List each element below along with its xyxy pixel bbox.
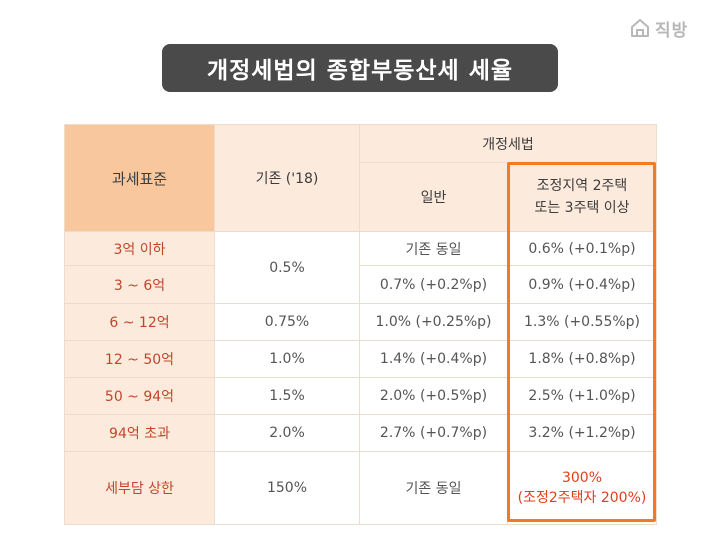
table-row: 94억 초과 2.0% 2.7% (+0.7%p) 3.2% (+1.2%p) xyxy=(64,414,657,452)
row-general: 2.7% (+0.7%p) xyxy=(359,414,508,452)
row-existing: 0.75% xyxy=(214,303,360,341)
row-adjusted: 2.5% (+1.0%p) xyxy=(507,377,657,415)
header-row-1: 과세표준 기존 ('18) 개정세법 xyxy=(64,124,657,232)
row-adjusted: 0.6% (+0.1%p) xyxy=(507,231,657,266)
row-general: 2.0% (+0.5%p) xyxy=(359,377,508,415)
row-bracket: 3 ~ 6억 xyxy=(64,265,215,304)
page-title: 개정세법의 종합부동산세 세율 xyxy=(206,58,514,84)
row-bracket: 3억 이하 xyxy=(64,231,215,266)
row-existing: 1.5% xyxy=(214,377,360,415)
header-adjusted-line1: 조정지역 2주택 xyxy=(536,178,628,194)
row-adjusted: 3.2% (+1.2%p) xyxy=(507,414,657,452)
row-existing: 2.0% xyxy=(214,414,360,452)
row-adjusted: 0.9% (+0.4%p) xyxy=(507,265,657,304)
row-adjusted: 300% (조정2주택자 200%) xyxy=(507,451,657,525)
row-general: 기존 동일 xyxy=(359,451,508,525)
table-row: 6 ~ 12억 0.75% 1.0% (+0.25%p) 1.3% (+0.55… xyxy=(64,303,657,341)
row-general: 1.4% (+0.4%p) xyxy=(359,340,508,378)
header-adjusted-line2: 또는 3주택 이상 xyxy=(534,200,630,216)
header-adjusted: 조정지역 2주택 또는 3주택 이상 xyxy=(507,162,657,232)
brand-name: 직방 xyxy=(655,20,689,41)
row-bracket: 세부담 상한 xyxy=(64,451,215,525)
table-row-cap: 세부담 상한 150% 기존 동일 300% (조정2주택자 200%) xyxy=(64,451,657,525)
tax-rate-table: 과세표준 기존 ('18) 개정세법 일반 조정지역 2주택 또는 3주택 이상… xyxy=(64,124,657,525)
cap-adjusted-line1: 300% xyxy=(561,470,603,486)
row-adjusted: 1.3% (+0.55%p) xyxy=(507,303,657,341)
table-row: 3억 이하 0.5% 기존 동일 0.6% (+0.1%p) xyxy=(64,231,657,304)
row-existing: 0.5% xyxy=(214,231,360,304)
table-row: 12 ~ 50억 1.0% 1.4% (+0.4%p) 1.8% (+0.8%p… xyxy=(64,340,657,378)
header-row-2: 일반 조정지역 2주택 또는 3주택 이상 xyxy=(65,162,657,232)
header-tax-base: 과세표준 xyxy=(64,124,215,232)
header-revised-group: 개정세법 xyxy=(359,124,657,163)
row-general: 기존 동일 xyxy=(359,231,508,266)
row-adjusted: 1.8% (+0.8%p) xyxy=(507,340,657,378)
row-existing: 1.0% xyxy=(214,340,360,378)
row-bracket: 50 ~ 94억 xyxy=(64,377,215,415)
header-existing: 기존 ('18) xyxy=(214,124,360,232)
row-existing: 150% xyxy=(214,451,360,525)
row-general: 1.0% (+0.25%p) xyxy=(359,303,508,341)
row-general: 0.7% (+0.2%p) xyxy=(359,265,508,304)
cap-adjusted-line2: (조정2주택자 200%) xyxy=(517,490,647,506)
header-general: 일반 xyxy=(359,162,508,232)
title-banner: 개정세법의 종합부동산세 세율 xyxy=(162,44,558,92)
row-bracket: 12 ~ 50억 xyxy=(64,340,215,378)
brand-logo: 직방 xyxy=(629,16,689,41)
house-logo-icon xyxy=(631,19,649,37)
row-bracket: 6 ~ 12억 xyxy=(64,303,215,341)
table-row: 3 ~ 6억 0.7% (+0.2%p) 0.9% (+0.4%p) xyxy=(64,265,657,304)
row-bracket: 94억 초과 xyxy=(64,414,215,452)
table-row: 50 ~ 94억 1.5% 2.0% (+0.5%p) 2.5% (+1.0%p… xyxy=(64,377,657,415)
